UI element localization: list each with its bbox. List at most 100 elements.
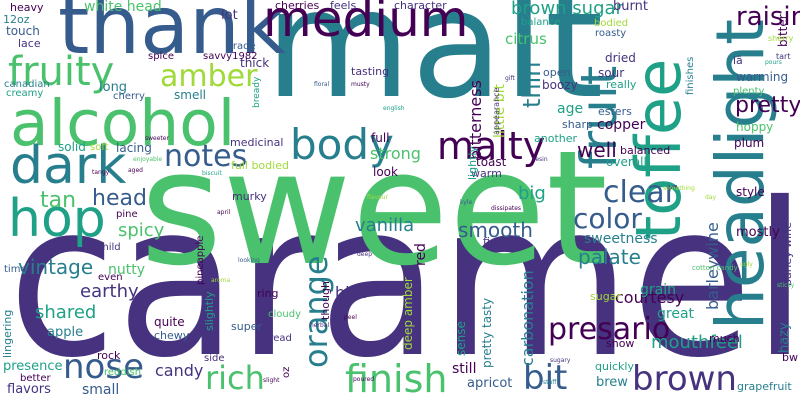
word-aroma: aroma: [211, 277, 231, 284]
word-dissipates: dissipates: [491, 205, 522, 212]
word-day: day: [705, 194, 717, 201]
word-carbonation: carbonation: [518, 270, 537, 366]
word-lingering: lingering: [1, 309, 14, 358]
word-english: english: [383, 105, 405, 112]
word-roasty: roasty: [595, 28, 627, 39]
word-bodied: bodied: [594, 18, 629, 29]
word-time: time: [4, 264, 27, 275]
word-copper: copper: [597, 117, 646, 133]
word-small: small: [82, 382, 120, 398]
word-stuff: stuff: [543, 379, 557, 386]
word-slight: slight: [263, 377, 280, 384]
word-thin: thin: [518, 61, 546, 109]
word-even: even: [98, 272, 123, 283]
word-character: character: [394, 0, 447, 12]
word-lot: lot: [221, 8, 238, 23]
word-courtesy: courtesy: [615, 288, 685, 307]
word-mild: mild: [99, 242, 121, 253]
word-lace: lace: [18, 37, 41, 50]
word-dark: dark: [10, 136, 127, 196]
word-sugar: sugar: [590, 290, 621, 303]
word-mouthfeel: mouthfeel: [651, 332, 743, 353]
word-clear: clear: [603, 175, 678, 210]
word-color: color: [573, 202, 642, 235]
word-touch: touch: [6, 24, 40, 38]
word-creamy: creamy: [6, 88, 44, 99]
word-candy: candy: [155, 361, 204, 380]
word-strong: strong: [370, 144, 421, 163]
word-shared: shared: [35, 302, 97, 323]
word-super: super: [231, 320, 262, 333]
word-sweet: sweet: [140, 117, 608, 301]
word-caramel: caramel: [8, 157, 800, 400]
word-flavour: flavour: [367, 194, 388, 201]
word-warming: warming: [736, 70, 789, 84]
word-apple: apple: [47, 325, 84, 340]
word-mostly: mostly: [736, 225, 780, 240]
word-body: body: [290, 120, 394, 169]
word-vanilla: vanilla: [355, 215, 415, 236]
word-hint: hint: [335, 283, 366, 302]
word-sense: sense: [454, 321, 468, 356]
word-deep-amber: deep amber: [401, 277, 415, 350]
word-side: side: [204, 353, 225, 364]
word-brown-sugar: brown sugar: [511, 0, 623, 19]
word-big: big: [518, 183, 546, 204]
word-reddish: reddish: [104, 367, 142, 378]
word-toast: toast: [476, 155, 507, 169]
word-something: something: [663, 185, 695, 192]
word-quickly: quickly: [595, 360, 634, 373]
word-tasting: tasting: [351, 65, 390, 78]
word-april: april: [217, 209, 231, 216]
word-bit: bit: [523, 358, 568, 398]
word-another: another: [534, 132, 578, 145]
word-balance: balance: [521, 17, 561, 28]
word-barley-wine: barley wine: [781, 222, 794, 286]
word-lightly: lightly: [466, 146, 479, 180]
word-flavors: flavors: [7, 382, 51, 397]
word-malty: malty: [437, 124, 546, 168]
word-malt: malt: [265, 0, 604, 132]
word-amber: amber: [160, 59, 258, 94]
word-overall: overall: [606, 155, 647, 169]
word-sugary: sugary: [550, 357, 571, 364]
word-grapefruit: grapefruit: [737, 380, 792, 393]
word-thick: thick: [240, 56, 270, 70]
word-solid: solid: [58, 140, 86, 154]
word-feels: feels: [330, 0, 357, 12]
word-brown-lg: brown: [632, 359, 737, 399]
word-musty: musty: [351, 81, 370, 88]
word-cherries: cherries: [275, 0, 320, 12]
word-nutty: nutty: [108, 262, 146, 278]
word-rock: rock: [97, 349, 121, 362]
word-bw: bw: [782, 351, 798, 364]
word-fruity: fruity: [8, 49, 115, 95]
word-medium: medium: [263, 0, 469, 48]
word-pineapple: pineapple: [195, 235, 206, 285]
word-sticky: sticky: [777, 282, 795, 289]
word-aged: aged: [128, 167, 143, 174]
word-palate: palate: [578, 245, 641, 269]
word-pine: pine: [116, 209, 138, 220]
word-sherry: sherry: [768, 34, 794, 43]
word-tart: tart: [776, 52, 791, 61]
word-style: style: [736, 185, 765, 199]
word-pretty-lg: pretty: [735, 93, 800, 118]
word-heavy: heavy: [10, 1, 44, 14]
word-poured: poured: [353, 376, 375, 383]
word-balanced: balanced: [620, 144, 671, 157]
word-sharp: sharp: [562, 118, 593, 131]
word-ugly: ugly: [740, 261, 753, 268]
word-hazy: hazy: [777, 322, 792, 353]
word-great: great: [657, 306, 695, 322]
word-savvy1982: savvy1982: [203, 51, 258, 62]
word-esters: esters: [598, 105, 632, 118]
word-slightly: slightly: [203, 291, 216, 331]
word-thank: thank: [58, 0, 287, 72]
word-full: full: [371, 131, 390, 145]
word-sweeter: sweeter: [145, 135, 169, 142]
word-smell: smell: [174, 88, 206, 102]
word-warm: warm: [471, 167, 502, 180]
word-finish: finish: [345, 357, 448, 400]
